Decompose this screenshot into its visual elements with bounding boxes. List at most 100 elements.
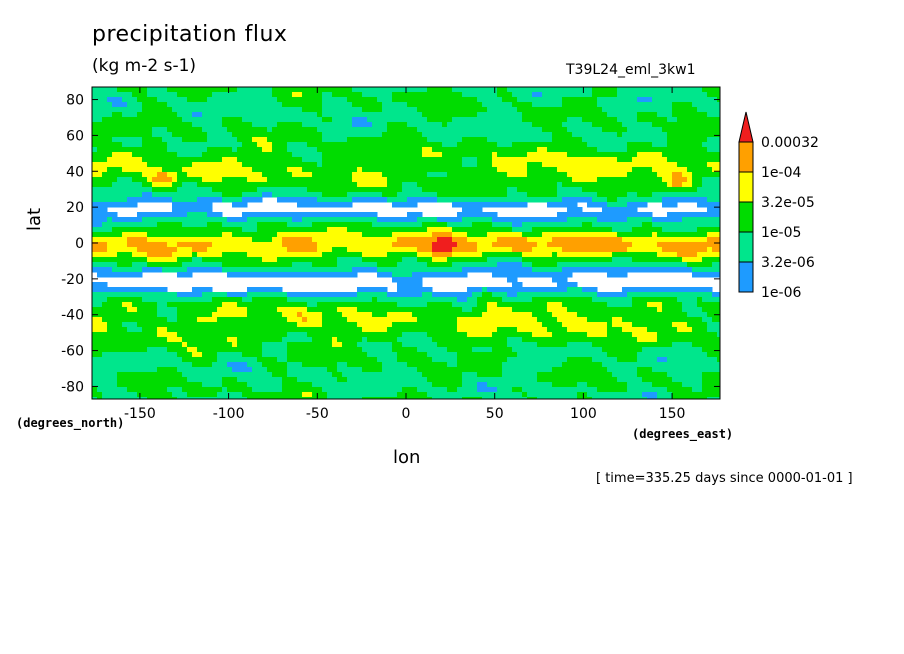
contour-cell	[442, 272, 448, 278]
contour-cell	[137, 272, 143, 278]
contour-cell	[332, 182, 338, 188]
contour-cell	[492, 257, 498, 263]
contour-cell	[467, 127, 473, 133]
contour-cell	[642, 212, 648, 218]
contour-cell	[187, 102, 193, 108]
contour-cell	[547, 247, 553, 253]
contour-cell	[697, 112, 703, 118]
contour-cell	[107, 132, 113, 138]
contour-cell	[467, 237, 473, 243]
contour-cell	[432, 107, 438, 113]
contour-cell	[712, 297, 718, 303]
contour-cell	[397, 122, 403, 128]
contour-cell	[537, 287, 543, 293]
contour-cell	[202, 197, 208, 203]
contour-cell	[347, 97, 353, 103]
contour-cell	[112, 192, 118, 198]
contour-cell	[187, 127, 193, 133]
contour-cell	[622, 197, 628, 203]
contour-cell	[482, 147, 488, 153]
contour-cell	[277, 247, 283, 253]
contour-cell	[607, 212, 613, 218]
contour-cell	[162, 252, 168, 258]
contour-cell	[402, 112, 408, 118]
contour-cell	[577, 192, 583, 198]
contour-cell	[312, 102, 318, 108]
contour-cell	[662, 172, 668, 178]
contour-cell	[502, 182, 508, 188]
contour-cell	[167, 197, 173, 203]
contour-cell	[677, 107, 683, 113]
contour-cell	[607, 157, 613, 163]
contour-cell	[322, 202, 328, 208]
contour-cell	[657, 102, 663, 108]
contour-cell	[367, 97, 373, 103]
contour-cell	[307, 197, 313, 203]
contour-cell	[112, 122, 118, 128]
contour-cell	[717, 227, 720, 233]
contour-cell	[447, 272, 453, 278]
contour-cell	[637, 192, 643, 198]
contour-cell	[502, 157, 508, 163]
contour-cell	[127, 237, 133, 243]
contour-cell	[262, 112, 268, 118]
contour-cell	[562, 252, 568, 258]
contour-cell	[682, 292, 688, 298]
contour-cell	[162, 257, 168, 263]
contour-cell	[207, 217, 213, 223]
contour-cell	[712, 212, 718, 218]
contour-cell	[142, 302, 148, 308]
contour-cell	[522, 167, 528, 173]
contour-cell	[627, 97, 633, 103]
contour-cell	[162, 87, 168, 93]
contour-cell	[652, 112, 658, 118]
contour-cell	[717, 247, 720, 253]
contour-cell	[502, 132, 508, 138]
contour-cell	[372, 292, 378, 298]
contour-cell	[452, 167, 458, 173]
contour-cell	[142, 162, 148, 168]
contour-cell	[262, 152, 268, 158]
contour-cell	[482, 112, 488, 118]
contour-cell	[497, 237, 503, 243]
contour-cell	[652, 292, 658, 298]
contour-cell	[597, 157, 603, 163]
contour-cell	[372, 302, 378, 308]
contour-cell	[97, 162, 103, 168]
contour-cell	[92, 182, 98, 188]
contour-cell	[277, 192, 283, 198]
contour-cell	[252, 177, 258, 183]
contour-cell	[247, 187, 253, 193]
contour-cell	[167, 267, 173, 273]
contour-cell	[602, 262, 608, 268]
contour-cell	[557, 237, 563, 243]
contour-cell	[602, 112, 608, 118]
contour-cell	[517, 102, 523, 108]
contour-cell	[597, 247, 603, 253]
contour-cell	[452, 122, 458, 128]
contour-cell	[367, 242, 373, 248]
contour-cell	[627, 147, 633, 153]
contour-cell	[627, 262, 633, 268]
contour-cell	[467, 292, 473, 298]
contour-cell	[517, 167, 523, 173]
contour-cell	[182, 302, 188, 308]
contour-cell	[142, 107, 148, 113]
contour-cell	[212, 182, 218, 188]
contour-cell	[157, 142, 163, 148]
contour-cell	[172, 297, 178, 303]
contour-cell	[337, 182, 343, 188]
contour-cell	[597, 292, 603, 298]
contour-cell	[657, 237, 663, 243]
contour-cell	[282, 227, 288, 233]
contour-cell	[532, 117, 538, 123]
contour-cell	[312, 142, 318, 148]
contour-cell	[347, 107, 353, 113]
contour-cell	[522, 247, 528, 253]
contour-cell	[392, 152, 398, 158]
contour-cell	[227, 227, 233, 233]
contour-cell	[232, 247, 238, 253]
contour-cell	[607, 267, 613, 273]
contour-cell	[152, 302, 158, 308]
contour-cell	[627, 207, 633, 213]
